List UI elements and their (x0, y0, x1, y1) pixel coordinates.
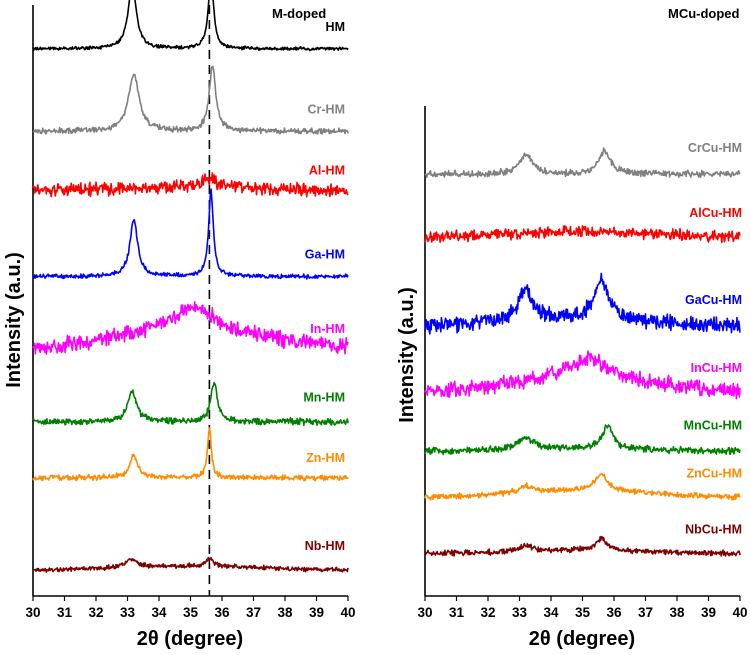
x-tick-label: 31 (57, 605, 73, 620)
series-trace-nb-hm (32, 556, 349, 573)
x-tick-label: 39 (701, 605, 716, 620)
series-trace-in-hm (32, 301, 349, 355)
series-trace-gacu-hm (424, 272, 741, 335)
left-panel-title: M-doped (272, 6, 326, 21)
left-y-axis-label: Intensity (a.u.) (3, 252, 25, 388)
right-panel-title: MCu-doped (668, 6, 740, 21)
x-tick-label: 37 (246, 605, 261, 620)
left-x-ticks: 30 31 32 33 34 35 36 37 38 39 40 (25, 596, 356, 620)
x-tick-label: 31 (449, 605, 465, 620)
series-label-hm: HM (326, 20, 345, 34)
series-label-crcu-hm: CrCu-HM (688, 141, 742, 155)
mcu-doped-panel: 30 31 32 33 34 35 36 37 38 39 40 MCu-doped 2θ (deg… (396, 6, 748, 650)
series-label-gacu-hm: GaCu-HM (685, 293, 742, 307)
series-label-zncu-hm: ZnCu-HM (686, 467, 742, 481)
right-x-axis-label: 2θ (degree) (529, 628, 635, 650)
series-trace-mncu-hm (424, 424, 741, 456)
x-tick-label: 34 (543, 605, 559, 620)
series-label-alcu-hm: AlCu-HM (689, 206, 742, 220)
series-trace-al-hm (32, 172, 349, 198)
x-tick-label: 30 (25, 605, 40, 620)
right-y-axis-label: Intensity (a.u.) (396, 287, 418, 423)
x-tick-label: 35 (575, 605, 591, 620)
x-tick-label: 33 (512, 605, 528, 620)
x-tick-label: 36 (606, 605, 622, 620)
series-trace-nbcu-hm (424, 535, 741, 557)
series-trace-incu-hm (424, 350, 741, 400)
series-label-al-hm: Al-HM (309, 164, 345, 178)
left-x-axis-label: 2θ (degree) (137, 628, 243, 650)
series-trace-crcu-hm (424, 147, 741, 179)
x-tick-label: 32 (480, 605, 495, 620)
left-traces (32, 0, 349, 573)
series-label-cr-hm: Cr-HM (308, 102, 346, 116)
left-series-labels: HM Cr-HM Al-HM Ga-HM In-HM Mn-HM Zn-HM Nb-HM (303, 20, 345, 553)
series-trace-zn-hm (32, 427, 349, 482)
series-trace-cr-hm (32, 65, 349, 135)
x-tick-label: 36 (214, 605, 230, 620)
x-tick-label: 39 (309, 605, 324, 620)
x-tick-label: 35 (183, 605, 199, 620)
x-tick-label: 37 (638, 605, 653, 620)
right-x-ticks: 30 31 32 33 34 35 36 37 38 39 40 (417, 596, 748, 620)
series-trace-ga-hm (32, 188, 349, 280)
x-tick-label: 32 (88, 605, 103, 620)
series-trace-hm (32, 0, 349, 52)
series-label-nb-hm: Nb-HM (305, 539, 345, 553)
x-tick-label: 33 (120, 605, 136, 620)
m-doped-panel: 30 31 32 33 34 35 36 37 38 39 40 M-doped 2θ (degre… (3, 0, 356, 650)
series-label-incu-hm: InCu-HM (691, 361, 742, 375)
x-tick-label: 38 (277, 605, 293, 620)
series-label-in-hm: In-HM (310, 322, 345, 336)
series-label-ga-hm: Ga-HM (305, 248, 345, 262)
x-tick-label: 34 (151, 605, 167, 620)
series-label-nbcu-hm: NbCu-HM (685, 523, 742, 537)
right-traces (424, 147, 741, 557)
right-series-labels: CrCu-HM AlCu-HM GaCu-HM InCu-HM MnCu-HM ZnCu-… (684, 141, 742, 537)
x-tick-label: 40 (340, 605, 355, 620)
series-label-mncu-hm: MnCu-HM (684, 418, 742, 432)
x-tick-label: 38 (669, 605, 685, 620)
series-trace-mn-hm (32, 381, 349, 427)
series-trace-zncu-hm (424, 473, 741, 501)
series-label-mn-hm: Mn-HM (303, 391, 345, 405)
x-tick-label: 30 (417, 605, 432, 620)
series-trace-alcu-hm (424, 225, 741, 244)
series-label-zn-hm: Zn-HM (306, 451, 345, 465)
x-tick-label: 40 (732, 605, 747, 620)
